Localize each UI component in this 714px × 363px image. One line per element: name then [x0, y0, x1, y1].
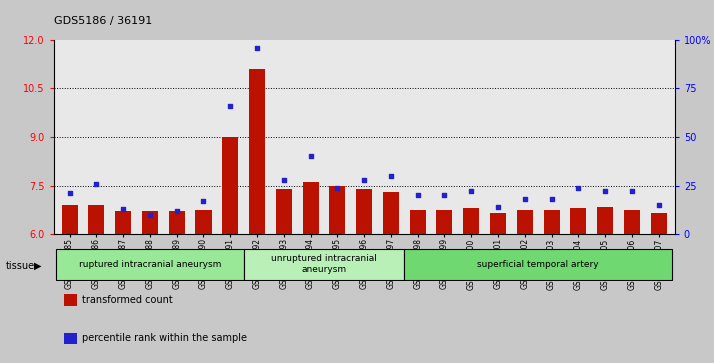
Text: percentile rank within the sample: percentile rank within the sample [82, 333, 247, 343]
Point [278, 177, 290, 183]
Point [412, 192, 423, 198]
Point [438, 192, 450, 198]
Bar [356, 189, 372, 234]
Bar [383, 192, 399, 234]
Bar [243, 249, 404, 280]
Point [466, 188, 477, 194]
Point [600, 188, 611, 194]
Point [224, 103, 236, 109]
Bar [624, 210, 640, 234]
Point [519, 196, 531, 202]
Bar [169, 212, 185, 234]
Bar [222, 137, 238, 234]
Point [91, 181, 102, 187]
Point [358, 177, 370, 183]
Bar [597, 207, 613, 234]
Point [493, 204, 504, 210]
Point [653, 202, 664, 208]
Bar [410, 210, 426, 234]
Bar [650, 213, 667, 234]
Bar [115, 212, 131, 234]
Text: ▶: ▶ [34, 261, 42, 271]
Text: superficial temporal artery: superficial temporal artery [478, 260, 599, 269]
Text: ruptured intracranial aneurysm: ruptured intracranial aneurysm [79, 260, 221, 269]
Point [331, 185, 343, 191]
Point [117, 206, 129, 212]
Bar [56, 249, 243, 280]
Bar [249, 69, 265, 234]
Bar [142, 212, 158, 234]
Text: unruptured intracranial
aneurysm: unruptured intracranial aneurysm [271, 254, 377, 274]
Text: GDS5186 / 36191: GDS5186 / 36191 [54, 16, 152, 26]
Point [305, 154, 316, 159]
Text: tissue: tissue [6, 261, 35, 271]
Bar [570, 208, 586, 234]
Point [64, 191, 75, 196]
Bar [276, 189, 292, 234]
Bar [490, 213, 506, 234]
Point [198, 198, 209, 204]
Bar [329, 185, 346, 234]
Bar [404, 249, 672, 280]
Bar [89, 205, 104, 234]
Bar [303, 182, 318, 234]
Point [251, 45, 263, 50]
Bar [463, 208, 479, 234]
Bar [61, 205, 78, 234]
Point [545, 196, 557, 202]
Point [573, 185, 584, 191]
Bar [196, 210, 211, 234]
Bar [543, 210, 560, 234]
Point [626, 188, 638, 194]
Point [386, 173, 397, 179]
Text: transformed count: transformed count [82, 295, 173, 305]
Point [144, 212, 156, 218]
Bar [436, 210, 453, 234]
Point [171, 208, 182, 214]
Bar [517, 210, 533, 234]
